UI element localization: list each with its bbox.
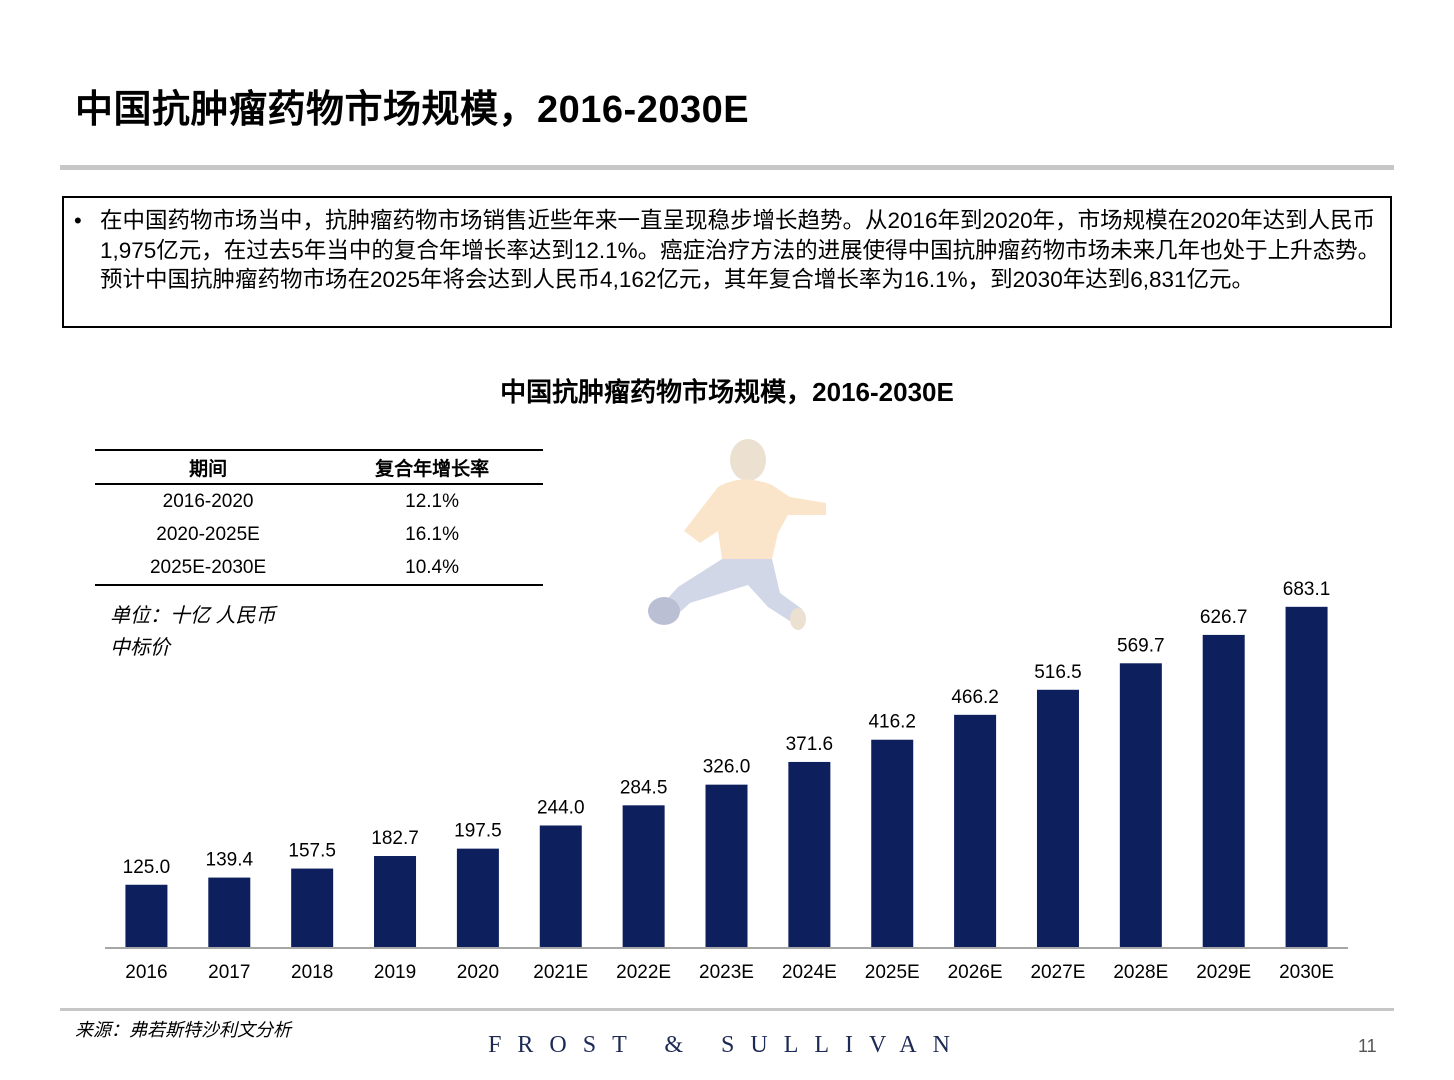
table-row: 2025E-2030E 10.4% (95, 551, 543, 586)
value-label-2018: 157.5 (288, 841, 336, 862)
cagr-period: 2016-2020 (162, 490, 254, 512)
bar-2016 (125, 884, 168, 947)
bar-2024E (788, 761, 831, 947)
x-tick-label-2024E: 2024E (782, 962, 837, 983)
cagr-rate: 12.1% (405, 490, 459, 512)
x-tick-label-2020: 2020 (457, 962, 499, 983)
summary-bullet: • (74, 208, 82, 233)
bars-layer (125, 606, 1328, 947)
value-label-2022E: 284.5 (620, 777, 668, 798)
bar-2026E (954, 714, 997, 947)
cagr-header-rate: 复合年增长率 (321, 449, 543, 485)
bar-2022E (622, 805, 665, 947)
source-note: 来源：弗若斯特沙利文分析 (75, 1020, 291, 1040)
bar-2017 (208, 877, 251, 947)
bar-2025E (871, 739, 914, 947)
page-title: 中国抗肿瘤药物市场规模，2016-2030E (75, 89, 750, 131)
unit-label: 单位：十亿 人民币 (110, 605, 276, 627)
bar-2028E (1119, 663, 1162, 947)
x-tick-label-2021E: 2021E (533, 962, 588, 983)
chart-title: 中国抗肿瘤药物市场规模，2016-2030E (500, 377, 954, 407)
x-tick-label-2025E: 2025E (865, 962, 920, 983)
value-label-2024E: 371.6 (786, 734, 834, 755)
price-basis-label: 中标价 (110, 637, 170, 659)
value-label-2016: 125.0 (123, 857, 171, 878)
cagr-table-header-row: 期间 复合年增长率 (95, 449, 543, 485)
value-label-2019: 182.7 (371, 828, 419, 849)
bar-2019 (374, 856, 417, 947)
cagr-table: 期间 复合年增长率 2016-2020 12.1% 2020-2025E 16.… (95, 449, 543, 586)
x-tick-label-2023E: 2023E (699, 962, 754, 983)
bar-2023E (705, 784, 748, 947)
title-divider (60, 165, 1394, 170)
x-tick-label-2016: 2016 (125, 962, 167, 983)
x-tick-label-2026E: 2026E (948, 962, 1003, 983)
cagr-period: 2020-2025E (156, 523, 260, 545)
value-label-2026E: 466.2 (951, 687, 999, 708)
summary-text: 在中国药物市场当中，抗肿瘤药物市场销售近些年来一直呈现稳步增长趋势。从2016年… (100, 208, 1381, 292)
value-label-2025E: 416.2 (868, 712, 916, 733)
bar-2018 (291, 868, 334, 947)
value-label-2023E: 326.0 (703, 757, 751, 778)
x-tick-label-2030E: 2030E (1279, 962, 1334, 983)
cagr-period: 2025E-2030E (95, 551, 322, 586)
bar-chart: 125.0 2016 139.4 2017 157.5 2018 182.7 2019 197.… (105, 579, 1348, 983)
x-tick-label-2029E: 2029E (1196, 962, 1251, 983)
page-number: 11 (1358, 1036, 1377, 1056)
value-label-2029E: 626.7 (1200, 607, 1248, 628)
cagr-rate: 16.1% (405, 523, 459, 545)
bar-2029E (1202, 634, 1245, 947)
x-tick-label-2019: 2019 (374, 962, 416, 983)
bar-2027E (1036, 689, 1079, 947)
running-figure-watermark (648, 439, 826, 630)
bar-2030E (1285, 606, 1328, 947)
brand-logo: FROST & SULLIVAN (488, 1032, 966, 1058)
value-label-2021E: 244.0 (537, 797, 585, 818)
value-label-2028E: 569.7 (1117, 635, 1165, 656)
x-tick-label-2017: 2017 (208, 962, 250, 983)
labels-layer: 125.0 2016 139.4 2017 157.5 2018 182.7 2019 197.… (123, 579, 1334, 983)
bar-2021E (539, 825, 582, 947)
x-tick-label-2022E: 2022E (616, 962, 671, 983)
x-tick-label-2018: 2018 (291, 962, 333, 983)
unit-note: 单位：十亿 人民币 中标价 (110, 600, 276, 664)
table-row: 2020-2025E 16.1% (95, 518, 543, 551)
cagr-rate: 10.4% (321, 551, 543, 586)
value-label-2017: 139.4 (206, 850, 254, 871)
table-row: 2016-2020 12.1% (95, 484, 543, 518)
value-label-2027E: 516.5 (1034, 662, 1082, 683)
cagr-header-period: 期间 (95, 449, 322, 485)
value-label-2030E: 683.1 (1283, 579, 1331, 600)
x-tick-label-2028E: 2028E (1113, 962, 1168, 983)
bar-2020 (456, 848, 499, 947)
value-label-2020: 197.5 (454, 821, 502, 842)
summary-box: • 在中国药物市场当中，抗肿瘤药物市场销售近些年来一直呈现稳步增长趋势。从201… (62, 196, 1392, 328)
x-tick-label-2027E: 2027E (1030, 962, 1085, 983)
footer-divider (60, 1008, 1394, 1011)
